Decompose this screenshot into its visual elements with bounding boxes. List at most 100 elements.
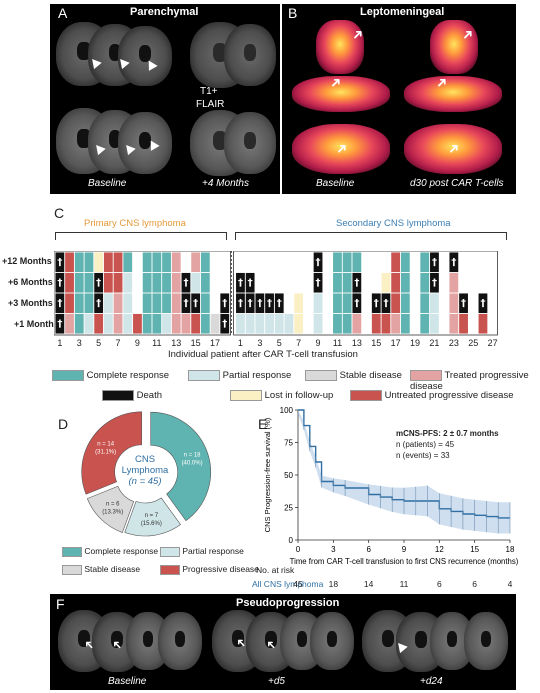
pfs-kaplan-meier-chart: 0 25 50 75 100 0 3 6 9 12 15 18 CNS Progression-free… — [263, 406, 519, 566]
primary-cell — [123, 252, 133, 273]
d-legend-cr: Complete response — [62, 546, 158, 557]
secondary-cell — [313, 272, 323, 293]
secondary-cell — [284, 313, 294, 334]
primary-cell — [55, 293, 65, 314]
panel-b-title: Leptomeningeal — [360, 6, 445, 18]
primary-cell — [200, 313, 210, 334]
secondary-cell — [391, 293, 401, 314]
t1-label: T1+ — [200, 86, 218, 97]
secondary-cell — [478, 313, 488, 334]
panel-f-letter: F — [56, 596, 65, 612]
primary-cell — [181, 293, 191, 314]
death-dagger-icon: † — [57, 257, 62, 268]
tick-label-primary: 3 — [76, 338, 82, 348]
primary-cell — [210, 313, 220, 334]
secondary-cell — [333, 252, 342, 273]
secondary-cell — [352, 252, 362, 273]
primary-cell — [200, 252, 210, 273]
donut-slice-2 — [86, 485, 135, 533]
legend-complete-response: Complete response — [52, 370, 169, 381]
x-tick-label: 0 — [296, 545, 301, 554]
donut-center-line2: Lymphoma — [121, 465, 169, 476]
secondary-cell — [236, 313, 245, 334]
secondary-cell — [245, 272, 255, 293]
x-tick-label: 15 — [470, 545, 479, 554]
risk-table-title: No. at risk — [256, 565, 295, 575]
donut-slice-3 — [81, 411, 142, 495]
primary-cell — [74, 272, 84, 293]
primary-cell — [84, 293, 94, 314]
primary-cell — [84, 252, 94, 273]
primary-cell — [162, 293, 171, 314]
secondary-cell — [342, 272, 352, 293]
mri-pseudo-baseline-4 — [158, 612, 202, 670]
donut-slice-label: (40.0%) — [182, 461, 203, 467]
y-tick-label: 0 — [289, 536, 294, 545]
pet-head-baseline — [316, 20, 364, 74]
death-dagger-icon: † — [222, 298, 227, 309]
primary-cell — [220, 293, 230, 314]
tick-label-primary: 7 — [115, 338, 121, 348]
pet-head-d30 — [430, 20, 478, 74]
secondary-bracket — [235, 232, 507, 240]
legend-swatch — [410, 370, 442, 381]
secondary-cell — [371, 313, 381, 334]
primary-cell — [84, 313, 94, 334]
donut-center-line3: (n = 45) — [128, 476, 162, 487]
death-dagger-icon: † — [432, 257, 437, 268]
secondary-cell — [245, 313, 255, 334]
panel-e-letter: E — [258, 416, 268, 432]
primary-cell — [162, 313, 171, 334]
donut-slice-1 — [124, 497, 181, 537]
y-tick-label: 25 — [284, 504, 293, 513]
risk-table-cell: 6 — [436, 579, 442, 589]
legend-label: Progressive disease — [182, 564, 259, 574]
secondary-cell — [274, 313, 284, 334]
primary-cell — [162, 272, 171, 293]
secondary-cell — [449, 313, 459, 334]
secondary-cell — [294, 293, 304, 314]
primary-cell — [55, 313, 65, 334]
primary-cell — [191, 272, 201, 293]
secondary-cell — [352, 293, 362, 314]
y-tick-label: 100 — [280, 406, 294, 415]
primary-cell — [123, 313, 133, 334]
donut-slice-label: (13.3%) — [102, 509, 123, 515]
primary-cell — [94, 252, 104, 273]
risk-table-label: All CNS lymphoma — [252, 579, 324, 589]
death-dagger-icon: † — [248, 298, 253, 309]
tick-label-primary: 1 — [57, 338, 63, 348]
mri-pseudo-d5-4 — [310, 612, 354, 670]
x-axis-label: Time from CAR T-cell transfusion to firs… — [290, 557, 519, 566]
legend-swatch — [188, 370, 220, 381]
secondary-cell — [400, 313, 410, 334]
secondary-cell — [449, 293, 459, 314]
response-donut-chart: n = 18 (40.0%) n = 7 (15.6%) n = 6 (13.3%) n =… — [81, 411, 212, 537]
tick-label-secondary: 15 — [371, 338, 382, 348]
pet-neck-d30 — [404, 76, 502, 112]
tick-label-secondary: 27 — [487, 338, 498, 348]
secondary-cell — [313, 293, 323, 314]
risk-table-cell: 4 — [507, 579, 513, 589]
mri-pseudo-d24-4 — [464, 612, 508, 670]
tick-label-secondary: 1 — [237, 338, 243, 348]
primary-cell — [74, 293, 84, 314]
panel-c-letter: C — [54, 205, 65, 221]
x-tick-label: 12 — [435, 545, 444, 554]
legend-swatch — [62, 546, 82, 557]
death-dagger-icon: † — [57, 298, 62, 309]
secondary-cell — [236, 293, 245, 314]
secondary-cell — [342, 293, 352, 314]
legend-swatch — [102, 390, 134, 401]
legend-treated-pd: Treated progressive disease — [410, 370, 540, 392]
secondary-cell — [333, 272, 342, 293]
row-label-3m: +3 Months — [8, 298, 53, 308]
y-tick-label: 75 — [284, 439, 293, 448]
panel-f-d5: +d5 — [268, 676, 285, 687]
legend-label: Lost in follow-up — [264, 390, 334, 402]
x-tick-label: 3 — [331, 545, 336, 554]
mri-flair-baseline-3 — [118, 112, 172, 174]
primary-cell — [142, 313, 152, 334]
panel-f-d24: +d24 — [420, 676, 443, 687]
death-dagger-icon: † — [257, 298, 262, 309]
